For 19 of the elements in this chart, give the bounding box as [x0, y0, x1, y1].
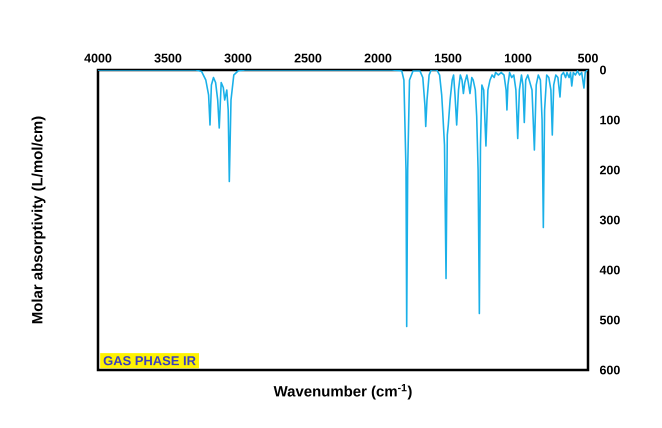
- y-tick-label: 0: [600, 66, 606, 74]
- y-tick-label: 500: [600, 316, 620, 324]
- x-tick-label: 4000: [84, 54, 112, 62]
- x-tick-label: 1000: [504, 54, 532, 62]
- x-tick-label: 500: [578, 54, 598, 62]
- y-tick-label: 200: [600, 166, 620, 174]
- y-axis-title: Molar absorptivity (L/mol/cm): [32, 116, 46, 324]
- x-axis-title: Wavenumber (cm$^{-1}$): [274, 384, 412, 400]
- y-tick-label: 600: [600, 366, 620, 374]
- annotation: GAS PHASE IR: [104, 356, 196, 366]
- x-tick-label: 1500: [434, 54, 462, 62]
- x-tick-label: 3500: [154, 54, 182, 62]
- y-tick-label: 100: [600, 116, 620, 124]
- line-series: [98, 70, 588, 328]
- x-tick-label: 2500: [294, 54, 322, 62]
- x-tick-label: 3000: [224, 54, 252, 62]
- x-tick-label: 2000: [364, 54, 392, 62]
- y-tick-label: 400: [600, 266, 620, 274]
- y-tick-label: 300: [600, 216, 620, 224]
